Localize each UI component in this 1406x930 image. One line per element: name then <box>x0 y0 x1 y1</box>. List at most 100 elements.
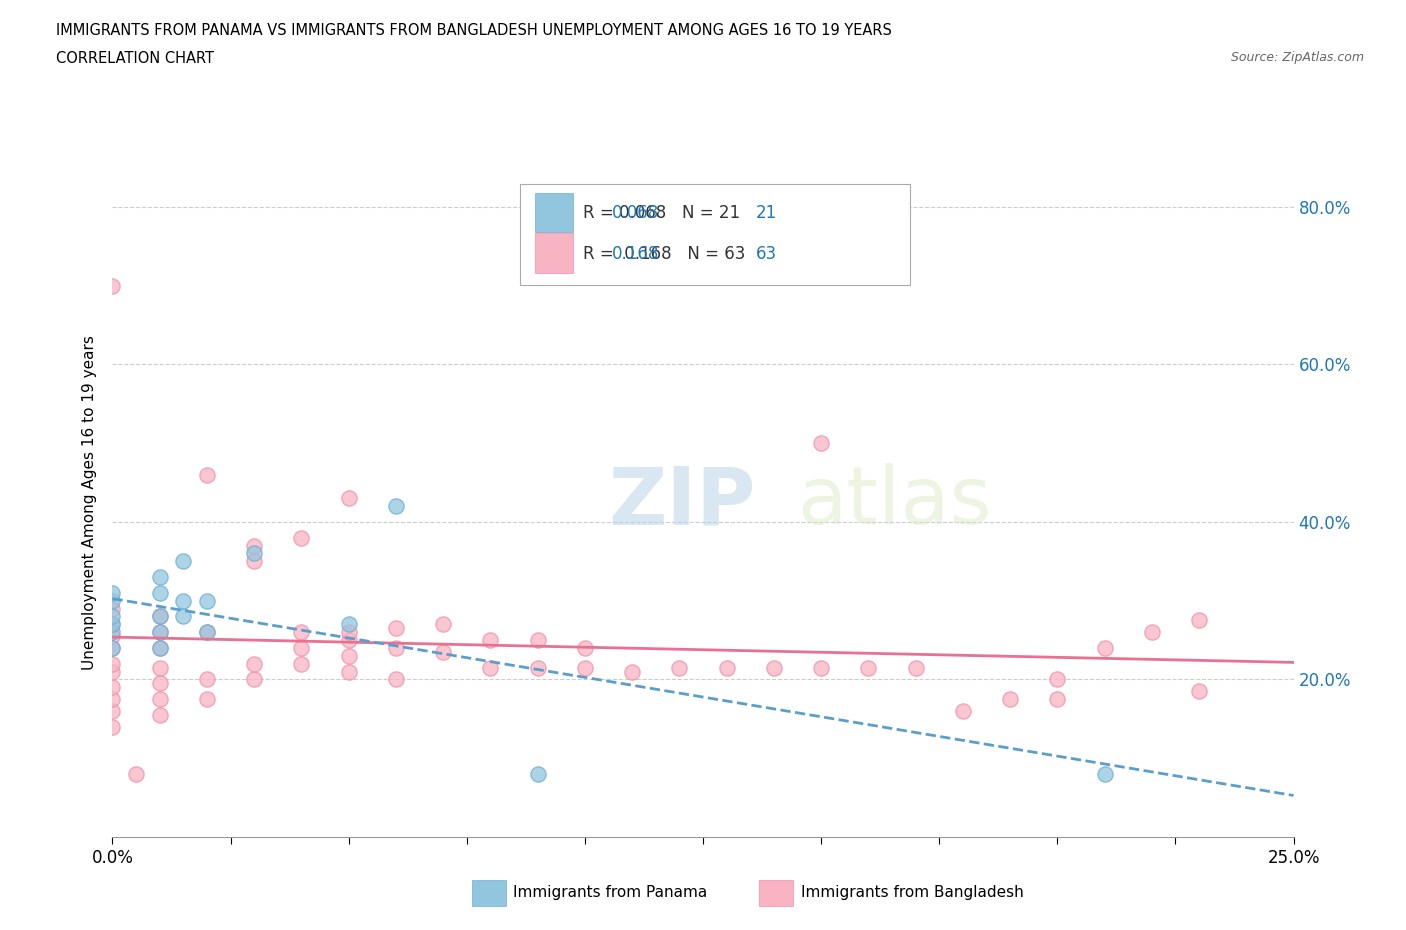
Text: R =  0.168   N = 63: R = 0.168 N = 63 <box>582 246 745 263</box>
Point <box>1046 672 1069 687</box>
Point <box>149 641 172 656</box>
Point <box>101 641 124 656</box>
Text: atlas: atlas <box>797 463 991 541</box>
Point <box>149 625 172 640</box>
Point <box>385 498 408 513</box>
Point <box>668 660 690 675</box>
Point <box>526 766 548 781</box>
Point <box>101 625 124 640</box>
Text: Immigrants from Bangladesh: Immigrants from Bangladesh <box>801 885 1024 900</box>
Point <box>101 641 124 656</box>
Point <box>337 617 360 631</box>
Text: CORRELATION CHART: CORRELATION CHART <box>56 51 214 66</box>
Text: 21: 21 <box>756 204 778 222</box>
Point <box>1188 613 1211 628</box>
Point <box>337 632 360 647</box>
Point <box>149 585 172 600</box>
Point <box>101 680 124 695</box>
FancyBboxPatch shape <box>536 233 574 272</box>
Point <box>101 278 124 293</box>
Point <box>243 672 266 687</box>
Point <box>998 692 1021 707</box>
Point <box>172 609 194 624</box>
Text: IMMIGRANTS FROM PANAMA VS IMMIGRANTS FROM BANGLADESH UNEMPLOYMENT AMONG AGES 16 : IMMIGRANTS FROM PANAMA VS IMMIGRANTS FRO… <box>56 23 893 38</box>
Point <box>101 664 124 679</box>
Point <box>952 703 974 718</box>
Point <box>810 435 832 450</box>
Point <box>290 657 312 671</box>
Point <box>125 766 148 781</box>
Point <box>149 625 172 640</box>
Point <box>101 692 124 707</box>
Point <box>101 703 124 718</box>
Text: 63: 63 <box>756 246 778 263</box>
Point <box>810 660 832 675</box>
Point <box>385 641 408 656</box>
Text: ZIP: ZIP <box>609 463 756 541</box>
Point <box>101 657 124 671</box>
Point <box>195 692 218 707</box>
Point <box>195 625 218 640</box>
Point <box>1140 625 1163 640</box>
Point <box>574 660 596 675</box>
Point <box>621 664 644 679</box>
Text: 0.168: 0.168 <box>612 246 659 263</box>
Text: Immigrants from Panama: Immigrants from Panama <box>513 885 707 900</box>
Point <box>101 601 124 616</box>
Point <box>243 657 266 671</box>
Text: Source: ZipAtlas.com: Source: ZipAtlas.com <box>1230 51 1364 64</box>
Point <box>149 569 172 584</box>
Point <box>337 625 360 640</box>
Point <box>337 648 360 663</box>
Point <box>101 617 124 631</box>
FancyBboxPatch shape <box>520 184 910 285</box>
Point <box>716 660 738 675</box>
Point <box>149 641 172 656</box>
Text: R = 0.068   N = 21: R = 0.068 N = 21 <box>582 204 740 222</box>
Point <box>290 641 312 656</box>
Point <box>101 629 124 644</box>
Point <box>149 609 172 624</box>
Point <box>526 660 548 675</box>
Point <box>290 625 312 640</box>
Point <box>195 593 218 608</box>
Point <box>172 593 194 608</box>
Point <box>101 585 124 600</box>
Point <box>337 664 360 679</box>
Point <box>479 660 502 675</box>
Point <box>195 672 218 687</box>
Point <box>195 625 218 640</box>
Point <box>101 719 124 734</box>
Point <box>243 554 266 569</box>
Point <box>101 617 124 631</box>
Point <box>149 692 172 707</box>
Point <box>1046 692 1069 707</box>
Point <box>243 538 266 553</box>
Point <box>149 676 172 691</box>
Point <box>101 593 124 608</box>
Point <box>1188 684 1211 698</box>
Point <box>762 660 785 675</box>
Point <box>149 609 172 624</box>
Point <box>1094 766 1116 781</box>
Point <box>432 644 454 659</box>
Point <box>904 660 927 675</box>
Point <box>385 672 408 687</box>
Point <box>290 530 312 545</box>
Point <box>574 641 596 656</box>
Point <box>858 660 880 675</box>
Point <box>195 467 218 482</box>
Point <box>101 609 124 624</box>
Point <box>385 621 408 636</box>
Point <box>337 491 360 506</box>
Point <box>1094 641 1116 656</box>
Point <box>526 632 548 647</box>
Point <box>479 632 502 647</box>
Point <box>149 708 172 723</box>
FancyBboxPatch shape <box>536 193 574 232</box>
Point <box>243 546 266 561</box>
Point <box>432 617 454 631</box>
Text: 0.068: 0.068 <box>612 204 659 222</box>
Point <box>172 554 194 569</box>
Point <box>149 660 172 675</box>
